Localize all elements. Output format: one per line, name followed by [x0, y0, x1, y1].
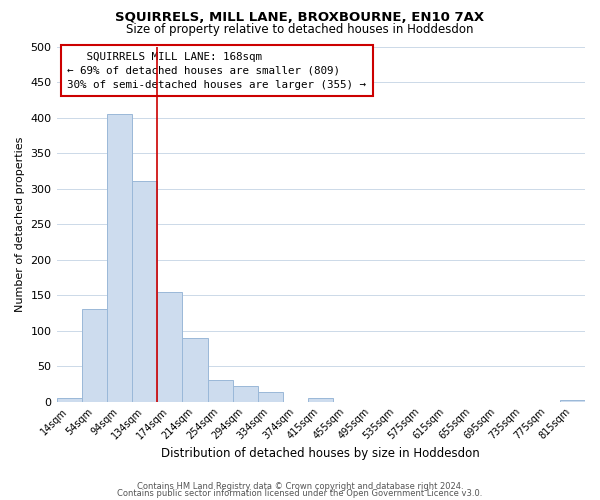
Bar [233, 386, 258, 402]
Bar [132, 182, 157, 402]
X-axis label: Distribution of detached houses by size in Hoddesdon: Distribution of detached houses by size … [161, 447, 480, 460]
Bar [82, 310, 107, 402]
Bar [258, 392, 283, 402]
Text: Contains public sector information licensed under the Open Government Licence v3: Contains public sector information licen… [118, 490, 482, 498]
Bar [208, 380, 233, 402]
Y-axis label: Number of detached properties: Number of detached properties [15, 136, 25, 312]
Bar [56, 398, 82, 402]
Bar [560, 400, 585, 402]
Text: SQUIRRELS MILL LANE: 168sqm
← 69% of detached houses are smaller (809)
30% of se: SQUIRRELS MILL LANE: 168sqm ← 69% of det… [67, 52, 366, 90]
Bar [308, 398, 334, 402]
Text: SQUIRRELS, MILL LANE, BROXBOURNE, EN10 7AX: SQUIRRELS, MILL LANE, BROXBOURNE, EN10 7… [115, 11, 485, 24]
Text: Contains HM Land Registry data © Crown copyright and database right 2024.: Contains HM Land Registry data © Crown c… [137, 482, 463, 491]
Bar [107, 114, 132, 402]
Bar [157, 292, 182, 402]
Bar [182, 338, 208, 402]
Text: Size of property relative to detached houses in Hoddesdon: Size of property relative to detached ho… [126, 22, 474, 36]
